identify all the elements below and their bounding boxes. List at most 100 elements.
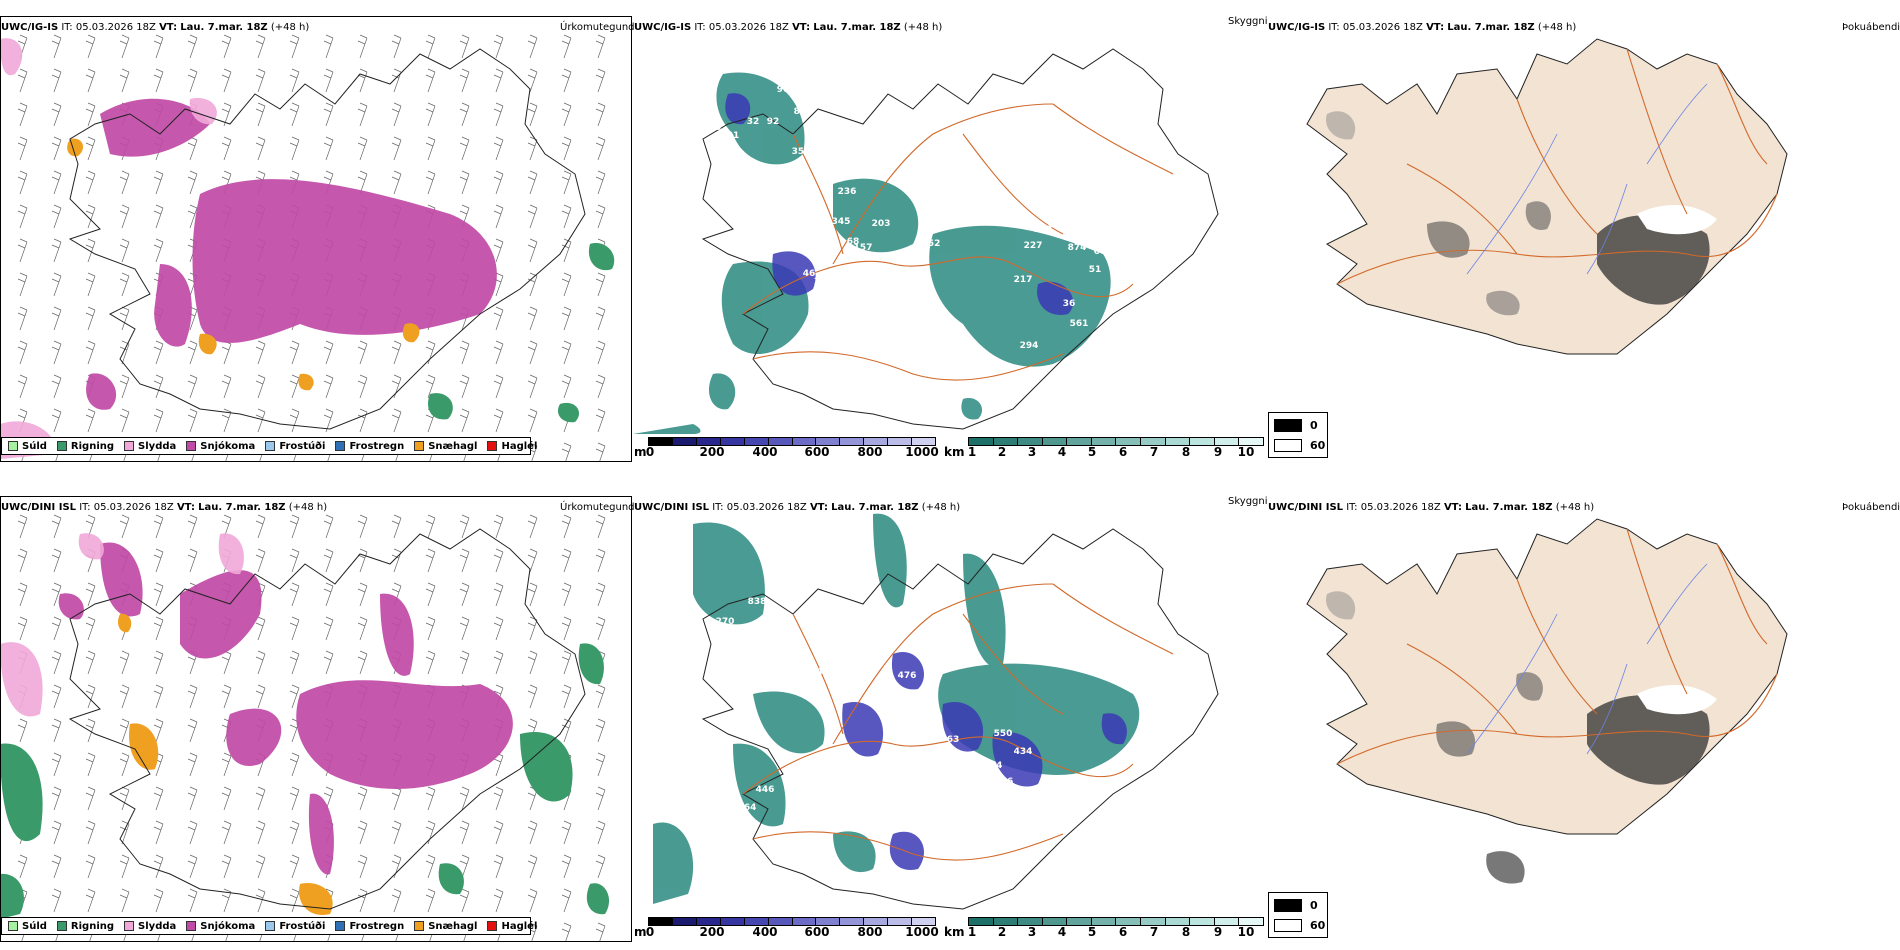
cloudbase-value: 104 xyxy=(984,761,1003,771)
visibility-colorbar-top: km 1 2 3 4 5 6 7 8 9 10 xyxy=(944,437,1264,459)
it-label: IT: xyxy=(1328,22,1340,33)
legend-item-freezing-drizzle: Frostúði xyxy=(265,921,325,932)
wind-barb xyxy=(187,786,198,811)
cloudbase-value: 36 xyxy=(1063,299,1076,309)
wind-barb xyxy=(595,34,606,59)
wind-barb xyxy=(153,820,164,845)
wind-barb xyxy=(85,34,96,59)
wind-barb xyxy=(595,548,606,573)
colorbar-cell xyxy=(816,918,841,925)
wind-barb xyxy=(595,374,606,399)
colorbar-cell xyxy=(768,438,793,445)
wind-barb xyxy=(527,306,538,331)
wind-barb xyxy=(561,514,572,539)
wind-barb xyxy=(153,616,164,641)
wind-barb xyxy=(187,170,198,195)
wind-barb xyxy=(493,34,504,59)
cloudbase-tick: 400 xyxy=(752,445,778,459)
wind-barb xyxy=(289,374,300,399)
wind-barb xyxy=(391,340,402,365)
colorbar-cell xyxy=(672,438,697,445)
wind-barb xyxy=(357,102,368,127)
wind-barb xyxy=(561,272,572,297)
cloudbase-value: 950 xyxy=(644,417,663,427)
cloudbase-value: 395 xyxy=(764,637,783,647)
colorbar-cell xyxy=(864,918,889,925)
wind-barb xyxy=(85,854,96,879)
cloudbase-colorbar-top: m 0 200 400 600 800 1000 xyxy=(634,437,939,459)
visibility-tick: 5 xyxy=(1087,445,1097,459)
wind-barb xyxy=(119,514,130,539)
wind-barb xyxy=(221,68,232,93)
colorbar-cell xyxy=(696,918,721,925)
cloudbase-value: 135 xyxy=(1132,737,1151,747)
wind-barb xyxy=(17,514,28,539)
wind-barb xyxy=(527,408,538,433)
colorbar-cell xyxy=(744,918,769,925)
wind-barb xyxy=(459,854,470,879)
wind-barb xyxy=(561,136,572,161)
visibility-field-top xyxy=(633,72,1111,434)
wind-barb xyxy=(255,650,266,675)
wind-barb xyxy=(425,786,436,811)
wind-barb xyxy=(391,888,402,913)
wind-barb xyxy=(391,854,402,879)
cloudbase-value: 264 xyxy=(738,803,757,813)
wind-barb xyxy=(187,408,198,433)
fog-rivers-top xyxy=(1466,83,1708,275)
visibility-tick: 1 xyxy=(967,445,977,459)
precip-frame-bottom xyxy=(0,496,632,942)
visibility-tick: 5 xyxy=(1087,925,1097,939)
wind-barb xyxy=(459,136,470,161)
wind-barb xyxy=(51,752,62,777)
cloudbase-tick: 0 xyxy=(645,925,655,939)
colorbar-cell xyxy=(792,438,817,445)
wind-barb xyxy=(527,170,538,195)
colorbar-cell xyxy=(1116,438,1142,445)
colorbar-cell xyxy=(912,918,936,925)
wind-barb xyxy=(561,718,572,743)
wind-barb xyxy=(493,650,504,675)
wind-barb xyxy=(187,548,198,573)
wind-barb xyxy=(323,616,334,641)
wind-barb xyxy=(357,616,368,641)
wind-barb xyxy=(17,340,28,365)
cloudbase-value: 68 xyxy=(847,237,860,247)
wind-barb xyxy=(221,34,232,59)
colorbar-cell xyxy=(864,438,889,445)
legend-item-freezing-drizzle: Frostúði xyxy=(265,441,325,452)
cloudbase-value: 561 xyxy=(1070,319,1089,329)
cloudbase-value: 434 xyxy=(1014,747,1033,757)
wind-barb xyxy=(17,68,28,93)
cloudbase-value: 92 xyxy=(767,117,780,127)
wind-barb xyxy=(51,786,62,811)
colorbar-cell xyxy=(1141,918,1166,925)
wind-barb xyxy=(187,374,198,399)
wind-barb xyxy=(595,68,606,93)
visibility-tick: 3 xyxy=(1027,445,1037,459)
wind-barb xyxy=(289,514,300,539)
wind-barb xyxy=(595,340,606,365)
header-fog-top: UWC/IG-IS IT: 05.03.2026 18Z VT: Lau. 7.… xyxy=(1268,22,1576,34)
legend-swatch xyxy=(56,921,67,931)
legend-swatch xyxy=(414,441,425,451)
model-name: UWC/IG-IS xyxy=(634,22,692,33)
wind-barb xyxy=(459,786,470,811)
vt-label: VT: xyxy=(1426,22,1445,33)
cloudbase-cells xyxy=(648,917,936,926)
vt-value: Lau. 7.mar. 18Z xyxy=(1447,22,1535,33)
wind-barb xyxy=(561,854,572,879)
title-fog-top: Þokuábendi xyxy=(1842,22,1900,33)
visibility-tick: 2 xyxy=(997,445,1007,459)
colorbar-cell xyxy=(672,918,697,925)
cloudbase-field-bottom xyxy=(842,652,1127,870)
wind-barb xyxy=(85,684,96,709)
wind-barb xyxy=(459,582,470,607)
legend-item-graupel: Snæhagl xyxy=(414,921,477,932)
precip-map-bottom xyxy=(0,514,610,942)
cloudbase-value: 32 xyxy=(747,637,760,647)
wind-barb xyxy=(85,306,96,331)
wind-barb xyxy=(153,408,164,433)
fog-bar-low: 0 xyxy=(1274,419,1318,432)
title-cloud-top: Skyggni xyxy=(1228,16,1268,27)
